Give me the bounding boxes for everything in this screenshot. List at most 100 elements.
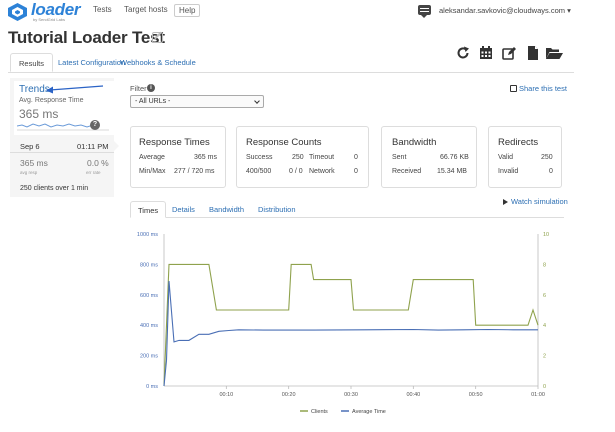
response-counts-title: Response Counts	[246, 137, 322, 148]
avg-response-value: 365 ms	[19, 107, 59, 121]
received-value: 15.34 MB	[437, 168, 467, 175]
y-left-tick-label: 0 ms	[146, 384, 158, 390]
run-avg-response-caption: avg resp	[20, 170, 38, 175]
nav-target-hosts-link[interactable]: Target hosts	[124, 5, 168, 14]
y-right-tick-label: 6	[543, 293, 546, 299]
response-times-card	[130, 126, 226, 188]
errors-label: 400/500	[246, 168, 272, 175]
bandwidth-card	[381, 126, 477, 188]
page-title: Tutorial Loader Test	[8, 28, 165, 47]
success-value: 250	[292, 154, 304, 161]
info-icon[interactable]: i	[147, 84, 155, 92]
folder-open-icon[interactable]	[546, 46, 563, 60]
redirects-title: Redirects	[498, 137, 539, 148]
minmax-value: 277 / 720 ms	[174, 168, 215, 175]
x-tick-label: 00:30	[344, 392, 358, 398]
chart-tabbar	[130, 217, 564, 218]
watch-simulation-link[interactable]: Watch simulation	[511, 197, 568, 206]
run-error-rate-caption: err rate	[86, 170, 101, 175]
url-filter-value: - All URLs -	[135, 98, 171, 105]
filter-label: Filter	[130, 84, 147, 93]
sent-value: 66.76 KB	[440, 154, 469, 161]
run-error-rate: 0.0 %	[87, 158, 109, 168]
run-avg-response: 365 ms	[20, 158, 48, 168]
annotation-arrow-icon	[46, 85, 104, 94]
redirects-card	[488, 126, 562, 188]
x-tick-label: 00:10	[219, 392, 233, 398]
errors-value: 0 / 0	[289, 168, 303, 175]
response-counts-card	[236, 126, 369, 188]
trend-sparkline	[17, 123, 109, 131]
tab-times[interactable]: Times	[130, 201, 167, 218]
tab-webhooks-schedule[interactable]: Webhooks & Schedule	[120, 58, 196, 67]
calendar-icon[interactable]	[479, 46, 493, 60]
response-times-title: Response Times	[139, 137, 210, 148]
y-left-tick-label: 800 ms	[140, 262, 158, 268]
y-right-tick-label: 2	[543, 354, 546, 360]
chevron-down-icon: ▾	[565, 6, 571, 15]
tab-distribution[interactable]: Distribution	[258, 205, 296, 214]
chevron-down-icon	[254, 98, 260, 104]
y-right-tick-label: 4	[543, 323, 546, 329]
active-run-pointer	[114, 141, 119, 151]
minmax-label: Min/Max	[139, 168, 166, 175]
share-test-link[interactable]: Share this test	[519, 84, 567, 93]
main-tabbar	[8, 56, 574, 73]
chat-icon[interactable]	[418, 5, 431, 18]
sent-label: Sent	[392, 154, 407, 161]
received-label: Received	[392, 168, 422, 175]
y-left-tick-label: 200 ms	[140, 354, 158, 360]
user-menu[interactable]: aleksandar.savkovic@cloudways.com ▾	[439, 6, 571, 15]
invalid-value: 0	[549, 168, 553, 175]
user-email: aleksandar.savkovic@cloudways.com	[439, 6, 566, 15]
logo-subtitle: by SendGrid Labs	[33, 17, 66, 22]
nav-tests-link[interactable]: Tests	[93, 5, 112, 14]
network-value: 0	[354, 168, 358, 175]
top-navbar	[0, 0, 615, 24]
logo-text[interactable]: loader	[31, 0, 81, 19]
edit-icon[interactable]	[502, 46, 516, 60]
valid-value: 250	[541, 154, 553, 161]
play-icon[interactable]	[503, 199, 508, 205]
series-line-clients	[163, 263, 539, 387]
avg-response-label: Avg. Response Time	[19, 97, 84, 104]
y-right-tick-label: 8	[543, 262, 546, 268]
refresh-icon[interactable]	[456, 46, 470, 60]
timeout-label: Timeout	[309, 154, 335, 161]
tab-details[interactable]: Details	[172, 205, 195, 214]
bandwidth-title: Bandwidth	[392, 137, 437, 148]
y-left-tick-label: 400 ms	[140, 323, 158, 329]
y-left-tick-label: 600 ms	[140, 293, 158, 299]
y-right-tick-label: 0	[543, 384, 546, 390]
series-line-average-time	[163, 281, 538, 387]
tab-latest-configuration[interactable]: Latest Configuration	[58, 58, 126, 67]
help-button[interactable]: Help	[174, 4, 201, 17]
success-label: Success	[246, 154, 273, 161]
avg-label: Average	[139, 154, 165, 161]
avg-value: 365 ms	[194, 154, 217, 161]
share-icon[interactable]	[510, 85, 517, 92]
url-filter-select[interactable]: - All URLs -	[130, 95, 264, 108]
x-tick-label: 00:20	[282, 392, 296, 398]
x-tick-label: 00:50	[469, 392, 483, 398]
y-right-tick-label: 10	[543, 232, 549, 238]
y-left-tick-label: 1000 ms	[137, 232, 158, 238]
sparkline-badge[interactable]: ?	[90, 120, 100, 130]
tab-bandwidth[interactable]: Bandwidth	[209, 205, 245, 214]
run-time: 01:11 PM	[77, 142, 109, 151]
divider	[10, 152, 114, 153]
times-chart: 0 ms 200 ms 400 ms 600 ms 800 ms 1000 ms 0 2 4 6 8…	[137, 232, 549, 415]
invalid-label: Invalid	[498, 168, 519, 175]
network-label: Network	[309, 168, 335, 175]
legend-label: Clients	[311, 409, 328, 415]
timeout-value: 0	[354, 154, 358, 161]
tab-results[interactable]: Results	[10, 53, 54, 72]
edit-title-icon[interactable]	[152, 32, 163, 43]
x-tick-label: 00:40	[406, 392, 420, 398]
trends-link[interactable]: Trends	[19, 84, 50, 95]
run-date: Sep 6	[20, 142, 40, 151]
legend-label: Average Time	[352, 409, 386, 415]
document-icon[interactable]	[526, 46, 540, 60]
loader-logo-icon[interactable]	[8, 3, 27, 21]
x-tick-label: 01:00	[531, 392, 545, 398]
